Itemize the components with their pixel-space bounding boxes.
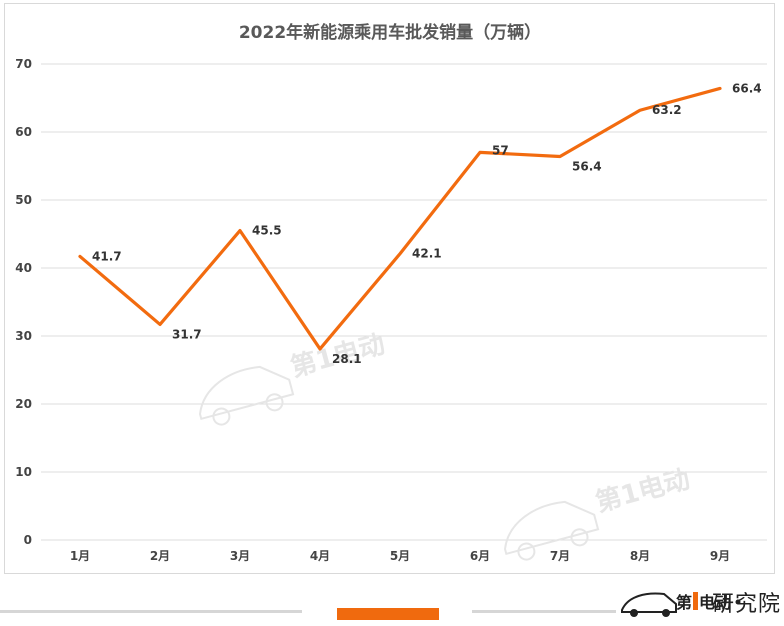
x-tick-label: 6月 xyxy=(470,549,490,563)
x-tick-label: 4月 xyxy=(310,549,330,563)
line-chart: 2022年新能源乘用车批发销量（万辆） 第1电动 第1电动 0 10 20 30 40 5… xyxy=(15,22,767,563)
footer-accent-bar xyxy=(337,608,439,620)
series-layer xyxy=(78,86,722,351)
x-tick-label: 9月 xyxy=(710,549,730,563)
x-tick-label: 7月 xyxy=(550,549,570,563)
y-tick-label: 30 xyxy=(15,329,32,343)
data-label: 56.4 xyxy=(572,159,602,173)
watermark: 第1电动 第1电动 xyxy=(198,328,693,561)
axes: 0 10 20 30 40 50 60 70 1月 2月 3月 4月 5月 6月 7月 8月 9月 xyxy=(15,57,730,563)
data-label: 42.1 xyxy=(412,247,442,261)
y-tick-label: 20 xyxy=(15,397,32,411)
data-labels: 41.7 31.7 45.5 28.1 42.1 57 56.4 63.2 66.4 xyxy=(92,81,762,365)
data-label: 45.5 xyxy=(252,224,282,238)
data-label: 63.2 xyxy=(652,103,682,117)
grid-layer xyxy=(41,63,767,541)
y-tick-label: 70 xyxy=(15,57,32,71)
x-tick-label: 1月 xyxy=(70,549,90,563)
x-tick-label: 8月 xyxy=(630,549,650,563)
svg-text:电动: 电动 xyxy=(699,593,731,612)
chart-title: 2022年新能源乘用车批发销量（万辆） xyxy=(239,22,541,43)
data-label: 41.7 xyxy=(92,249,122,263)
brand-text: 研究院 xyxy=(712,592,782,617)
series-line xyxy=(78,86,722,351)
data-label: 28.1 xyxy=(332,352,362,366)
data-label: 66.4 xyxy=(732,81,762,95)
y-tick-label: 40 xyxy=(15,261,32,275)
y-tick-label: 50 xyxy=(15,193,32,207)
x-tick-label: 3月 xyxy=(230,549,250,563)
data-label: 31.7 xyxy=(172,327,202,341)
y-tick-label: 60 xyxy=(15,125,32,139)
data-label: 57 xyxy=(492,143,509,157)
footer-divider-right xyxy=(472,610,616,613)
y-tick-label: 0 xyxy=(24,533,32,547)
footer-divider-left xyxy=(0,610,302,613)
svg-text:第: 第 xyxy=(676,593,692,612)
brand-logo: 第 电动 xyxy=(621,592,741,617)
x-tick-label: 2月 xyxy=(150,549,170,563)
y-tick-label: 10 xyxy=(15,465,32,479)
chart-frame: 2022年新能源乘用车批发销量（万辆） 第1电动 第1电动 0 10 20 30 40 5… xyxy=(4,3,775,574)
x-tick-label: 5月 xyxy=(390,549,410,563)
